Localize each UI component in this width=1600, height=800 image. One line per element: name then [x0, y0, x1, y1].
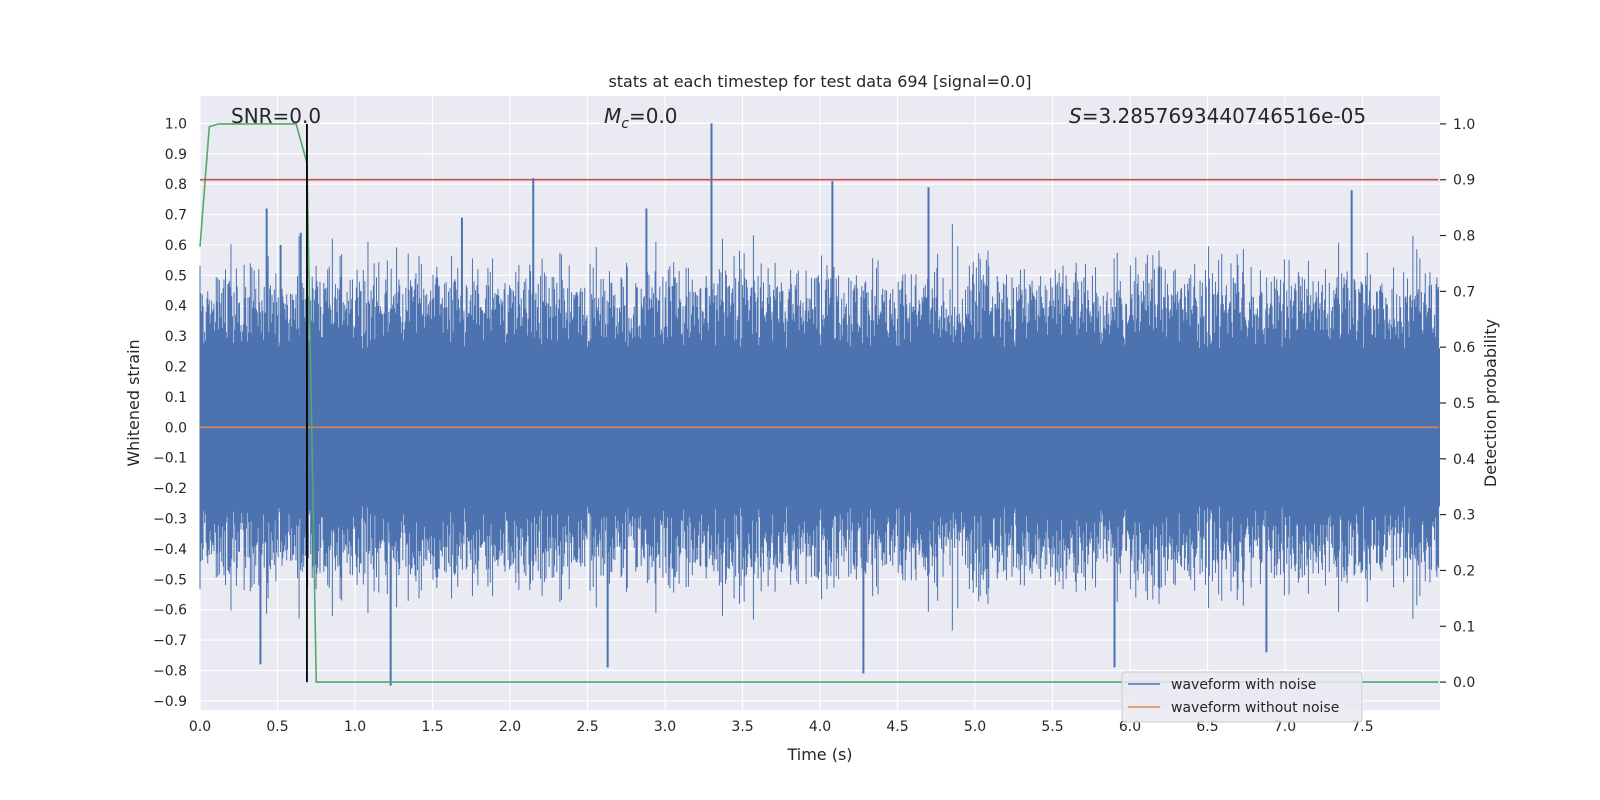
- y-right-tick-label: 0.2: [1453, 563, 1475, 579]
- y-right-tick-label: 0.8: [1453, 229, 1475, 245]
- y-right-tick-label: 0.3: [1453, 508, 1475, 524]
- x-tick-label: 1.5: [421, 719, 443, 735]
- legend: waveform with noise waveform without noi…: [1121, 671, 1363, 723]
- x-tick-label: 4.5: [886, 719, 908, 735]
- chirp-mass-subscript: c: [621, 116, 629, 132]
- legend-label-without-noise: waveform without noise: [1171, 700, 1339, 716]
- y-axis-right-label: Detection probability: [1481, 319, 1500, 487]
- y-tick-label: −0.6: [153, 603, 187, 619]
- y-right-tick-label: 1.0: [1453, 117, 1475, 133]
- x-tick-label: 6.0: [1119, 719, 1141, 735]
- s-symbol: S: [1069, 104, 1082, 128]
- y-tick-label: 0.8: [165, 177, 187, 193]
- x-tick-label: 4.0: [809, 719, 831, 735]
- y-right-tick-label: 0.6: [1453, 340, 1475, 356]
- y-tick-label: 0.1: [165, 390, 187, 406]
- x-tick-label: 0.5: [266, 719, 288, 735]
- x-tick-label: 2.5: [576, 719, 598, 735]
- y-tick-label: 0.9: [165, 147, 187, 163]
- y-right-tick-label: 0.7: [1453, 284, 1475, 300]
- x-tick-label: 1.0: [344, 719, 366, 735]
- chirp-mass-symbol: M: [604, 104, 621, 128]
- y-tick-label: −0.9: [153, 694, 187, 710]
- chart-title: stats at each timestep for test data 694…: [608, 72, 1031, 91]
- y-right-tick-label: 0.1: [1453, 619, 1475, 635]
- chirp-mass-value: =0.0: [629, 104, 678, 128]
- y-right-tick-label: 0.0: [1453, 675, 1475, 691]
- x-axis-label: Time (s): [786, 745, 852, 764]
- legend-box: [1121, 671, 1363, 723]
- y-tick-label: 0.6: [165, 238, 187, 254]
- x-tick-label: 3.0: [654, 719, 676, 735]
- legend-label-with-noise: waveform with noise: [1171, 677, 1316, 693]
- y-tick-label: −0.1: [153, 451, 187, 467]
- x-tick-label: 5.5: [1041, 719, 1063, 735]
- x-tick-label: 2.0: [499, 719, 521, 735]
- y-tick-label: −0.4: [153, 542, 187, 558]
- y-right-tick-label: 0.4: [1453, 452, 1475, 468]
- x-tick-label: 7.0: [1274, 719, 1296, 735]
- y-tick-label: −0.8: [153, 663, 187, 679]
- x-tick-label: 5.0: [964, 719, 986, 735]
- y-tick-label: 0.0: [165, 420, 187, 436]
- x-tick-label: 7.5: [1351, 719, 1373, 735]
- y-tick-label: 0.4: [165, 299, 187, 315]
- tick-layer: 0.0 0.5 1.0 1.5 2.0 2.5 3.0 3.5 4.0 4.5 5.0 5.5 6.0 6…: [153, 116, 1475, 735]
- line-layer: [199, 123, 1439, 683]
- y-tick-label: −0.7: [153, 633, 187, 649]
- y-tick-label: 0.2: [165, 360, 187, 376]
- y-tick-label: 0.3: [165, 329, 187, 345]
- s-value: =3.2857693440746516e-05: [1082, 104, 1366, 128]
- y-tick-label: −0.3: [153, 512, 187, 528]
- x-tick-label: 3.5: [731, 719, 753, 735]
- y-axis-label: Whitened strain: [124, 339, 143, 466]
- y-tick-label: 1.0: [165, 116, 187, 132]
- snr-annotation: SNR=0.0: [231, 104, 321, 128]
- y-right-tick-label: 0.9: [1453, 173, 1475, 189]
- y-tick-label: −0.2: [153, 481, 187, 497]
- series-detection-probability: [199, 123, 1439, 683]
- y-tick-label: −0.5: [153, 572, 187, 588]
- s-annotation: S=3.2857693440746516e-05: [1069, 104, 1366, 128]
- y-tick-label: 0.5: [165, 268, 187, 284]
- x-tick-label: 0.0: [189, 719, 211, 735]
- y-right-tick-label: 0.5: [1453, 396, 1475, 412]
- y-tick-label: 0.7: [165, 208, 187, 224]
- chirp-mass-annotation: Mc=0.0: [604, 104, 678, 132]
- x-tick-label: 6.5: [1196, 719, 1218, 735]
